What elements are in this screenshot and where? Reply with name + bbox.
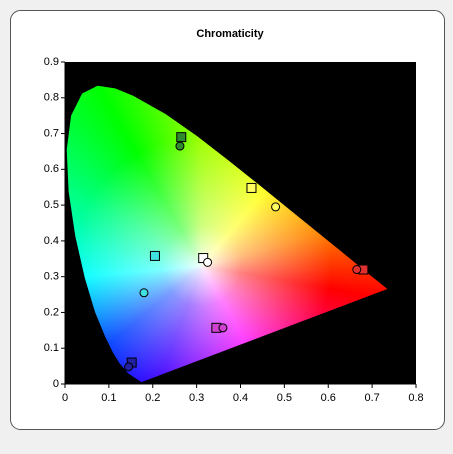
x-tick-label: 0.3 bbox=[189, 392, 204, 404]
y-tick-label: 0.4 bbox=[44, 235, 59, 247]
circle-marker bbox=[218, 323, 228, 333]
x-tick-label: 0.8 bbox=[408, 392, 423, 404]
circle-marker bbox=[271, 202, 281, 212]
y-tick-label: 0.3 bbox=[44, 271, 59, 283]
y-tick-label: 0.6 bbox=[44, 163, 59, 175]
x-tick-label: 0.2 bbox=[145, 392, 160, 404]
square-marker bbox=[176, 132, 187, 143]
circle-marker bbox=[124, 362, 134, 372]
y-tick-label: 0.1 bbox=[44, 342, 59, 354]
square-marker bbox=[149, 250, 160, 261]
chart-title: Chromaticity bbox=[196, 28, 264, 40]
circle-marker bbox=[203, 257, 213, 267]
x-tick-label: 0.6 bbox=[321, 392, 336, 404]
y-tick-label: 0.7 bbox=[44, 127, 59, 139]
circle-marker bbox=[175, 141, 185, 151]
y-tick-label: 0.2 bbox=[44, 306, 59, 318]
circle-marker bbox=[352, 265, 362, 275]
x-tick-label: 0 bbox=[62, 392, 68, 404]
square-marker bbox=[246, 182, 257, 193]
y-tick-label: 0 bbox=[53, 378, 59, 390]
x-tick-label: 0.5 bbox=[277, 392, 292, 404]
x-tick-label: 0.1 bbox=[101, 392, 116, 404]
x-tick-label: 0.4 bbox=[233, 392, 248, 404]
circle-marker bbox=[139, 288, 149, 298]
x-tick-label: 0.7 bbox=[364, 392, 379, 404]
y-tick-label: 0.5 bbox=[44, 199, 59, 211]
y-tick-label: 0.8 bbox=[44, 92, 59, 104]
y-tick-label: 0.9 bbox=[44, 56, 59, 68]
